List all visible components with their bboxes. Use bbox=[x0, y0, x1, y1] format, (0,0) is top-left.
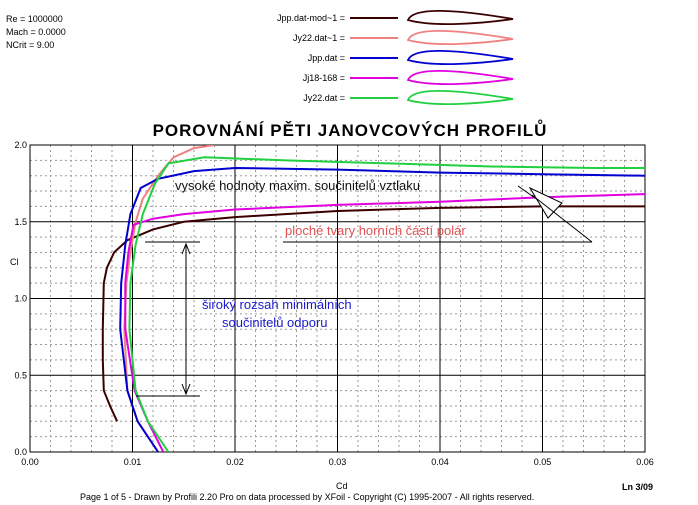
arrow-high-cl-head bbox=[528, 186, 563, 219]
y-tick-label: 1.5 bbox=[14, 217, 27, 227]
annotation-wide-range-line1: široký rozsah minimálních bbox=[202, 297, 352, 312]
airfoil-profile-icon bbox=[406, 30, 514, 45]
x-tick-label: 0.00 bbox=[21, 457, 39, 467]
plot-frame bbox=[29, 144, 646, 453]
series-line-1 bbox=[101, 205, 645, 422]
mach-label: Mach = 0.0000 bbox=[6, 27, 66, 37]
chart-title: POROVNÁNÍ PĚTI JANOVCOVÝCH PROFILŮ bbox=[153, 120, 548, 140]
y-tick-label: 0.0 bbox=[14, 447, 27, 457]
ncrit-label: NCrit = 9.00 bbox=[6, 40, 54, 50]
legend-label-4: Jj18-168 = bbox=[303, 73, 345, 83]
airfoil-profile-icon bbox=[406, 70, 514, 85]
x-tick-label: 0.04 bbox=[431, 457, 449, 467]
x-tick-label: 0.06 bbox=[636, 457, 654, 467]
annotation-arrows bbox=[136, 185, 593, 397]
annotation-wide-range-line2: součinitelů odporu bbox=[222, 315, 328, 330]
legend-label-2: Jy22.dat~1 = bbox=[293, 33, 345, 43]
footer-text: Page 1 of 5 - Drawn by Profili 2.20 Pro … bbox=[80, 492, 534, 502]
series-line-4 bbox=[124, 193, 645, 452]
series-line-5 bbox=[128, 156, 645, 452]
x-tick-label: 0.05 bbox=[534, 457, 552, 467]
airfoil-profile-icon bbox=[406, 90, 514, 105]
x-tick-label: 0.02 bbox=[226, 457, 244, 467]
reynolds-label: Re = 1000000 bbox=[6, 14, 63, 24]
series-line-3 bbox=[119, 166, 645, 452]
legend-label-5: Jy22.dat = bbox=[303, 93, 345, 103]
y-axis-label: Cl bbox=[10, 257, 19, 267]
legend: Jpp.dat-mod~1 = Jy22.dat~1 = Jpp.dat = Jj18… bbox=[277, 10, 514, 105]
range-arrow-up-head bbox=[181, 242, 191, 255]
range-arrow-down-head bbox=[181, 383, 191, 396]
y-tick-label: 0.5 bbox=[14, 370, 27, 380]
y-tick-label: 2.0 bbox=[14, 140, 27, 150]
legend-label-3: Jpp.dat = bbox=[308, 53, 345, 63]
x-axis-label: Cd bbox=[336, 481, 348, 491]
x-tick-label: 0.01 bbox=[124, 457, 142, 467]
airfoil-profile-icon bbox=[406, 50, 514, 65]
annotation-high-cl: vysoké hodnoty maxim. součinitelů vztlak… bbox=[175, 178, 420, 193]
legend-label-1: Jpp.dat-mod~1 = bbox=[277, 13, 345, 23]
airfoil-profile-icon bbox=[406, 10, 514, 25]
y-tick-label: 1.0 bbox=[14, 294, 27, 304]
arrow-flat-tops-diagonal bbox=[531, 194, 593, 243]
x-tick-label: 0.03 bbox=[329, 457, 347, 467]
plot-area: 0.00 0.01 0.02 0.03 0.04 0.05 0.06 0.0 0.5 1.0 1.5… bbox=[14, 140, 653, 467]
page-code: Ln 3/09 bbox=[622, 482, 653, 492]
annotation-flat-tops: ploché tvary horních částí polár bbox=[285, 223, 466, 238]
